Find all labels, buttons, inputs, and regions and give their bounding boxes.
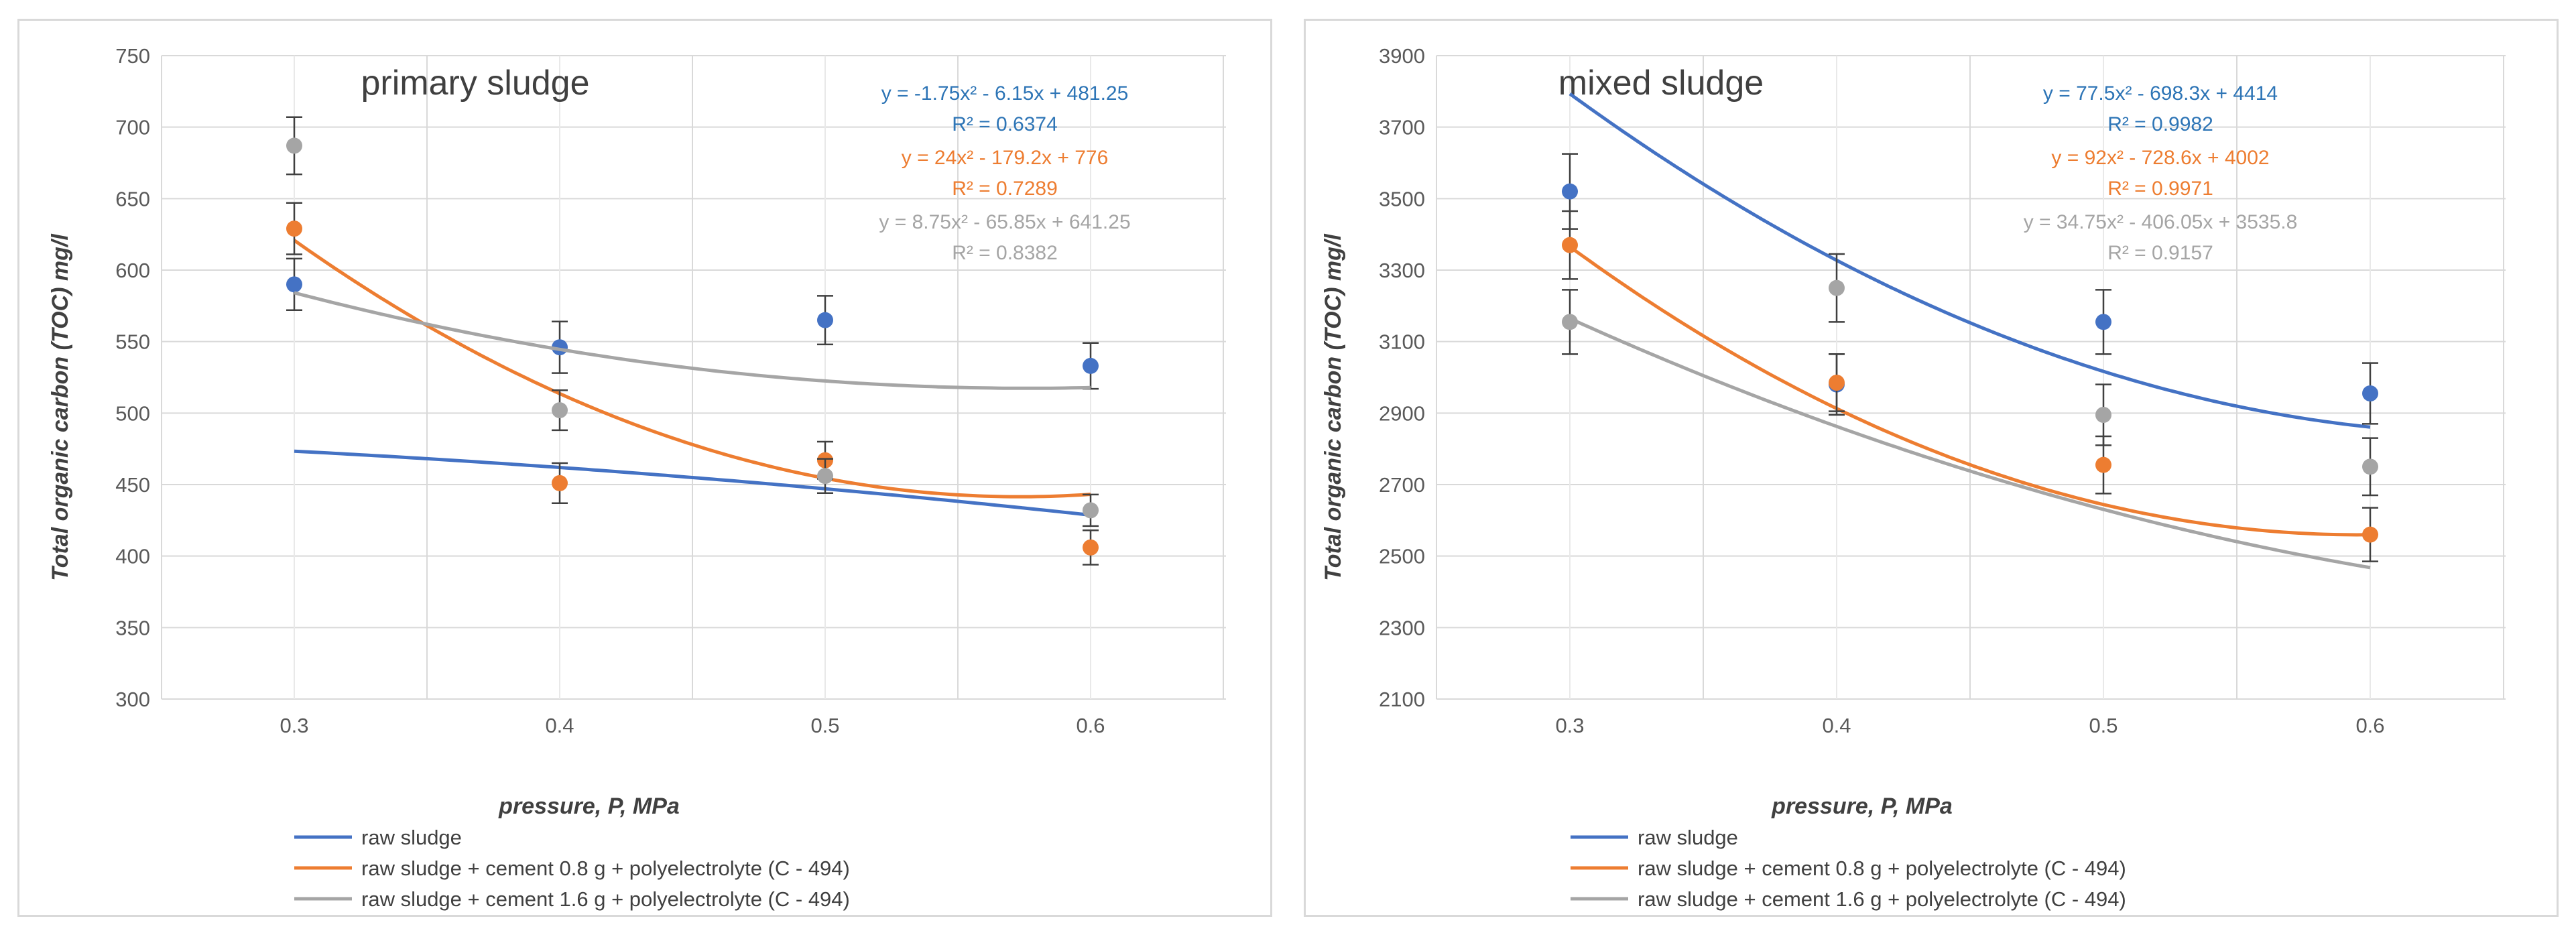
chart-title: mixed sludge	[1558, 64, 1764, 103]
data-point-series-2	[2095, 407, 2111, 423]
y-axis-label: Total organic carbon (TOC) mg/l	[48, 233, 73, 581]
x-tick-label: 0.6	[1076, 714, 1105, 737]
r-squared: R² = 0.8382	[952, 242, 1058, 264]
data-point-series-2	[1829, 279, 1845, 296]
r-squared: R² = 0.6374	[952, 113, 1058, 135]
x-tick-label: 0.3	[1555, 714, 1584, 737]
data-point-series-0	[1083, 357, 1099, 374]
x-tick-label: 0.5	[810, 714, 839, 737]
y-tick-label: 2700	[1379, 473, 1425, 497]
trend-equation: y = 24x² - 179.2x + 776	[902, 147, 1109, 169]
legend-label: raw sludge + cement 1.6 g + polyelectrol…	[1638, 887, 2126, 911]
r-squared: R² = 0.9157	[2107, 242, 2213, 264]
r-squared: R² = 0.9982	[2107, 113, 2213, 135]
y-tick-label: 450	[115, 473, 150, 497]
data-point-series-2	[1083, 502, 1099, 519]
trend-equation: y = 92x² - 728.6x + 4002	[2051, 147, 2269, 169]
y-tick-label: 2500	[1379, 545, 1425, 568]
y-axis-label: Total organic carbon (TOC) mg/l	[1321, 233, 1346, 581]
trendline-series-2	[1569, 317, 2371, 570]
y-tick-label: 750	[115, 44, 150, 68]
chart-mixed-sludge: mixed sludge Total organic carbon (TOC) …	[1321, 44, 2506, 911]
data-point-series-0	[2095, 314, 2111, 330]
y-tick-label: 3900	[1379, 44, 1425, 68]
y-tick-label: 400	[115, 545, 150, 568]
x-tick-label: 0.3	[280, 714, 308, 737]
y-tick-label: 2300	[1379, 616, 1425, 639]
r-squared: R² = 0.7289	[952, 178, 1058, 200]
trend-equation: y = 77.5x² - 698.3x + 4414	[2043, 82, 2278, 105]
x-axis-label: pressure, P, MPa	[498, 794, 680, 819]
trendline-series-0	[294, 449, 1091, 517]
data-point-series-1	[2095, 456, 2111, 473]
y-tick-label: 300	[115, 688, 150, 711]
y-tick-label: 3300	[1379, 259, 1425, 282]
trendline-series-1	[1569, 245, 2370, 537]
data-point-series-0	[817, 312, 833, 328]
trend-equation: y = -1.75x² - 6.15x + 481.25	[881, 82, 1129, 105]
x-axis-label: pressure, P, MPa	[1771, 794, 1953, 819]
x-tick-label: 0.4	[1822, 714, 1851, 737]
r-squared: R² = 0.9971	[2107, 178, 2213, 200]
data-point-series-2	[2362, 458, 2378, 475]
y-tick-label: 600	[115, 259, 150, 282]
legend-label: raw sludge	[1638, 826, 1738, 849]
data-point-series-1	[552, 475, 568, 491]
y-tick-label: 2100	[1379, 688, 1425, 711]
y-tick-label: 2900	[1379, 401, 1425, 425]
legend-label: raw sludge + cement 0.8 g + polyelectrol…	[361, 857, 850, 880]
x-tick-label: 0.5	[2089, 714, 2118, 737]
legend-label: raw sludge + cement 1.6 g + polyelectrol…	[361, 887, 850, 911]
data-point-series-2	[552, 402, 568, 419]
plot-area	[1436, 55, 2506, 700]
data-point-series-1	[1083, 539, 1099, 556]
y-tick-label: 3100	[1379, 330, 1425, 354]
data-point-series-1	[1829, 375, 1845, 391]
y-tick-label: 550	[115, 330, 150, 354]
y-tick-label: 3700	[1379, 116, 1425, 139]
chart-panel-primary-sludge: primary sludge Total organic carbon (TOC…	[17, 19, 1272, 917]
trendline-series-2	[294, 291, 1091, 390]
data-point-series-2	[286, 137, 302, 154]
y-tick-label: 500	[115, 401, 150, 425]
legend-label: raw sludge + cement 0.8 g + polyelectrol…	[1638, 857, 2126, 880]
y-tick-label: 650	[115, 187, 150, 210]
data-point-series-2	[1562, 314, 1578, 330]
data-point-series-1	[2362, 526, 2378, 543]
y-tick-label: 350	[115, 616, 150, 639]
data-point-series-0	[286, 276, 302, 293]
data-point-series-1	[1562, 237, 1578, 253]
data-point-series-1	[286, 221, 302, 237]
chart-primary-sludge: primary sludge Total organic carbon (TOC…	[48, 44, 1226, 911]
data-point-series-0	[2362, 385, 2378, 401]
legend-label: raw sludge	[361, 826, 462, 849]
trend-equation: y = 34.75x² - 406.05x + 3535.8	[2024, 211, 2298, 233]
x-tick-label: 0.6	[2355, 714, 2384, 737]
x-tick-label: 0.4	[545, 714, 574, 737]
data-point-series-2	[817, 468, 833, 485]
data-point-series-0	[1562, 183, 1578, 200]
trend-equation: y = 8.75x² - 65.85x + 641.25	[879, 211, 1130, 233]
chart-panel-mixed-sludge: mixed sludge Total organic carbon (TOC) …	[1304, 19, 2559, 917]
y-tick-label: 3500	[1379, 187, 1425, 210]
trendline-series-0	[1569, 92, 2371, 429]
chart-title: primary sludge	[361, 64, 589, 103]
y-tick-label: 700	[115, 116, 150, 139]
